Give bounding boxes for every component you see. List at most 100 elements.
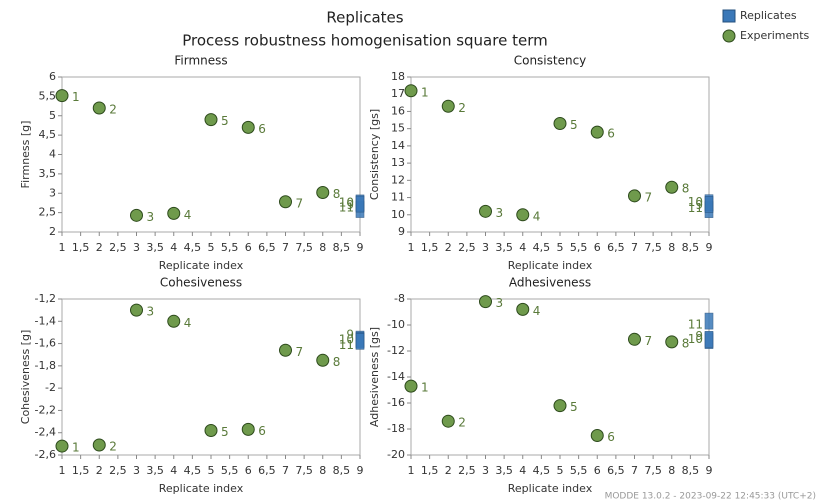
y-tick-label: -8 [394, 292, 405, 305]
y-tick-label: 12 [391, 173, 405, 186]
y-tick-label: 3 [49, 186, 56, 199]
experiment-marker [665, 335, 679, 349]
point-label: 3 [147, 305, 155, 319]
y-tick-label: -2,6 [35, 448, 56, 461]
y-tick-label: 2 [49, 225, 56, 238]
x-tick-label: 3 [482, 464, 489, 477]
point-label: 1 [421, 381, 429, 395]
x-tick-label: 4 [170, 241, 177, 254]
experiment-marker [441, 414, 455, 428]
y-tick-label: 9 [398, 225, 405, 238]
y-tick-label: -1,6 [35, 337, 56, 350]
x-tick-label: 6,5 [607, 241, 625, 254]
page-title: Replicates [326, 9, 403, 27]
x-tick-label: 6 [594, 241, 601, 254]
x-tick-label: 6,5 [607, 464, 625, 477]
x-tick-label: 6,5 [258, 241, 276, 254]
point-label: 9 [346, 198, 354, 212]
point-label: 9 [695, 329, 703, 343]
point-label: 10 [688, 332, 703, 346]
x-axis-label: Replicate index [508, 259, 593, 272]
y-tick-label: -1,2 [35, 292, 56, 305]
experiment-marker [628, 332, 641, 346]
x-tick-label: 6 [245, 464, 252, 477]
y-tick-label: 18 [391, 70, 405, 83]
y-tick-label: 15 [391, 122, 405, 135]
experiment-marker [204, 113, 218, 127]
x-tick-label: 4 [519, 464, 526, 477]
replicate-marker [355, 195, 365, 213]
experiment-marker [316, 353, 330, 367]
x-tick-label: 4 [519, 241, 526, 254]
x-tick-label: 5,5 [221, 464, 239, 477]
point-label: 6 [258, 424, 266, 438]
experiment-marker [92, 101, 106, 115]
x-tick-label: 4,5 [184, 241, 202, 254]
experiment-marker [590, 125, 604, 139]
x-tick-label: 6 [594, 464, 601, 477]
point-label: 9 [695, 198, 703, 212]
point-label: 8 [682, 182, 690, 196]
point-label: 7 [296, 345, 304, 359]
point-label: 1 [72, 441, 80, 455]
page-subtitle: Process robustness homogenisation square… [182, 32, 547, 50]
x-tick-label: 1 [408, 464, 415, 477]
point-label: 5 [570, 400, 578, 414]
experiment-marker [204, 423, 218, 437]
point-label: 4 [533, 304, 541, 318]
point-label: 5 [570, 118, 578, 132]
plot-frame [410, 76, 710, 233]
experiment-marker [279, 343, 292, 357]
experiment-marker [167, 314, 181, 328]
x-tick-label: 5,5 [221, 241, 239, 254]
x-tick-label: 7 [631, 464, 638, 477]
subplot-title: Cohesiveness [160, 276, 242, 290]
subplot-title: Consistency [514, 54, 587, 68]
x-tick-label: 3,5 [495, 241, 513, 254]
y-tick-label: -16 [387, 396, 405, 409]
x-tick-label: 2 [96, 464, 103, 477]
x-tick-label: 8,5 [682, 464, 700, 477]
y-axis-label: Consistency [gs] [368, 109, 381, 200]
x-tick-label: 1 [59, 241, 66, 254]
x-axis-label: Replicate index [159, 482, 244, 495]
experiment-marker [316, 185, 330, 199]
x-tick-label: 5,5 [570, 464, 588, 477]
x-tick-label: 8 [668, 464, 675, 477]
y-tick-label: -2,2 [35, 403, 56, 416]
point-label: 2 [458, 416, 466, 430]
x-tick-label: 3,5 [146, 464, 164, 477]
y-tick-label: 5,5 [39, 89, 57, 102]
x-tick-label: 1 [408, 241, 415, 254]
x-tick-label: 1,5 [72, 464, 90, 477]
x-tick-label: 3 [133, 464, 140, 477]
experiment-marker [241, 422, 255, 436]
x-tick-label: 4,5 [184, 464, 202, 477]
experiment-marker [479, 295, 492, 309]
experiment-marker [441, 99, 455, 113]
point-label: 6 [258, 122, 266, 136]
y-tick-label: -12 [387, 344, 405, 357]
experiment-marker [553, 117, 567, 130]
y-tick-label: -10 [387, 318, 405, 331]
point-label: 7 [296, 196, 304, 210]
experiment-marker [590, 429, 604, 442]
x-tick-label: 4 [170, 464, 177, 477]
x-tick-label: 8,5 [682, 241, 700, 254]
x-tick-label: 8 [668, 241, 675, 254]
legend-swatch [722, 9, 736, 23]
experiment-marker [404, 84, 418, 98]
x-tick-label: 7 [282, 464, 289, 477]
x-tick-label: 2,5 [109, 464, 127, 477]
x-tick-label: 1,5 [421, 464, 439, 477]
x-tick-label: 3,5 [146, 241, 164, 254]
x-tick-label: 7 [631, 241, 638, 254]
experiment-marker [404, 379, 418, 393]
y-tick-label: 11 [391, 191, 405, 204]
point-label: 11 [688, 318, 703, 332]
experiment-marker [479, 204, 492, 218]
legend-label: Experiments [740, 29, 810, 42]
point-label: 10 [339, 195, 354, 209]
point-label: 3 [496, 296, 504, 310]
